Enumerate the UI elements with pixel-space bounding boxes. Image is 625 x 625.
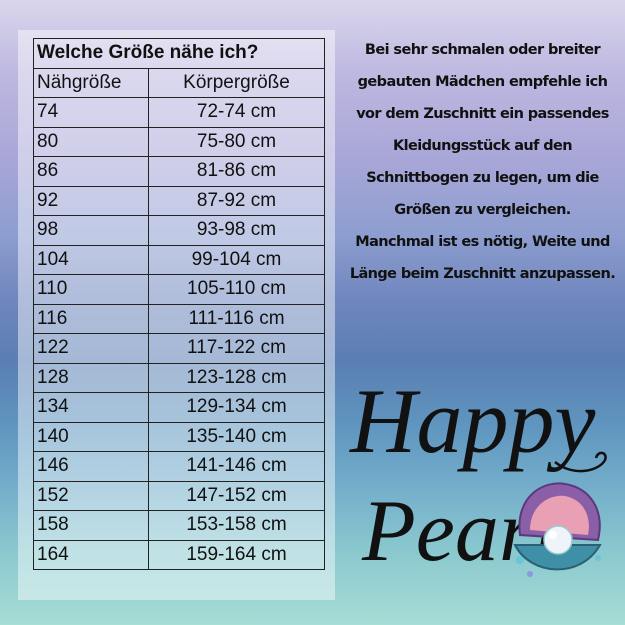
table-title: Welche Größe nähe ich? [33, 38, 325, 69]
body-size: 141-146 cm [148, 451, 325, 482]
note-line: vor dem Zuschnitt ein passendes [356, 106, 609, 122]
logo-swirl [554, 451, 607, 473]
sewing-size: 146 [33, 451, 149, 482]
note-line: Kleidungsstück auf den [392, 138, 573, 154]
body-size: 135-140 cm [148, 421, 325, 452]
title-row: Welche Größe nähe ich? [33, 38, 325, 69]
body-size: 72-74 cm [148, 97, 325, 128]
table-row: 98 93-98 cm [33, 215, 325, 246]
body-size: 147-152 cm [148, 480, 325, 511]
body-size: 93-98 cm [148, 215, 325, 246]
logo-happy: Happy [349, 370, 595, 472]
note-line: Länge beim Zuschnitt anzupassen. [349, 266, 616, 282]
table-row: 122 117-122 cm [33, 333, 325, 364]
body-size: 75-80 cm [148, 126, 325, 157]
body-size: 159-164 cm [148, 539, 325, 570]
sewing-size: 110 [33, 274, 149, 305]
note-line: Manchmal ist es nötig, Weite und [355, 234, 610, 250]
sewing-size: 128 [33, 362, 149, 393]
table-row: 116 111-116 cm [33, 303, 325, 334]
table-row: 110 105-110 cm [33, 274, 325, 305]
note-line: Schnittbogen zu legen, um die [366, 170, 599, 186]
column-header: Körpergröße [148, 67, 325, 98]
body-size: 87-92 cm [148, 185, 325, 216]
column-header: Nähgröße [33, 67, 149, 98]
sewing-size: 98 [33, 215, 149, 246]
table-row: 146 141-146 cm [33, 451, 325, 482]
body-size: 117-122 cm [148, 333, 325, 364]
body-size: 105-110 cm [148, 274, 325, 305]
header-row: Nähgröße Körpergröße [33, 67, 325, 98]
table-row: 74 72-74 cm [33, 97, 325, 128]
table-row: 86 81-86 cm [33, 156, 325, 187]
table-row: 140 135-140 cm [33, 421, 325, 452]
sewing-size: 92 [33, 185, 149, 216]
note-line: Bei sehr schmalen oder breiter [364, 42, 601, 58]
table-row: 104 99-104 cm [33, 244, 325, 275]
table-row: 92 87-92 cm [33, 185, 325, 216]
sewing-size: 122 [33, 333, 149, 364]
body-size: 123-128 cm [148, 362, 325, 393]
sewing-size: 116 [33, 303, 149, 334]
sewing-size: 74 [33, 97, 149, 128]
note-line: gebauten Mädchen empfehle ich [357, 74, 608, 90]
size-table: Welche Größe nähe ich? Nähgröße Körpergrö… [33, 38, 325, 570]
shell-icon [513, 482, 602, 577]
note-line: Größen zu vergleichen. [394, 202, 571, 218]
table-row: 128 123-128 cm [33, 362, 325, 393]
body-size: 99-104 cm [148, 244, 325, 275]
note: Bei sehr schmalen oder breiter gebauten M… [340, 34, 625, 290]
body-size: 81-86 cm [148, 156, 325, 187]
table-row: 164 159-164 cm [33, 539, 325, 570]
sewing-size: 80 [33, 126, 149, 157]
table-row: 80 75-80 cm [33, 126, 325, 157]
sewing-size: 164 [33, 539, 149, 570]
